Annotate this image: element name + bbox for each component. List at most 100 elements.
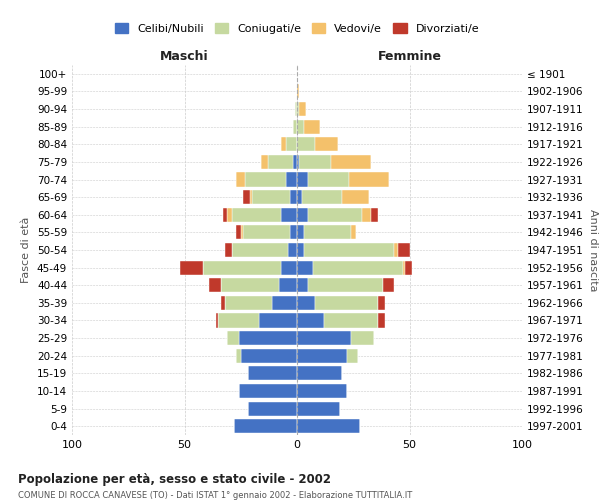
Legend: Celibi/Nubili, Coniugati/e, Vedovi/e, Divorziati/e: Celibi/Nubili, Coniugati/e, Vedovi/e, Di…	[110, 19, 484, 38]
Bar	[293, 155, 297, 169]
Bar	[297, 348, 347, 363]
Bar	[315, 296, 378, 310]
Bar	[221, 278, 279, 292]
Bar	[351, 331, 373, 345]
Bar	[261, 155, 268, 169]
Bar	[297, 120, 304, 134]
Bar	[297, 84, 299, 98]
Bar	[286, 172, 297, 186]
Bar	[227, 208, 232, 222]
Bar	[313, 260, 403, 274]
Bar	[279, 278, 297, 292]
Bar	[180, 260, 203, 274]
Bar	[241, 226, 243, 239]
Bar	[268, 155, 293, 169]
Bar	[308, 278, 383, 292]
Bar	[378, 314, 385, 328]
Bar	[297, 366, 342, 380]
Bar	[304, 243, 394, 257]
Bar	[236, 348, 241, 363]
Bar	[308, 172, 349, 186]
Bar	[297, 384, 347, 398]
Bar	[347, 348, 358, 363]
Bar	[362, 208, 371, 222]
Bar	[281, 137, 286, 152]
Bar	[297, 226, 304, 239]
Bar	[259, 314, 297, 328]
Bar	[324, 314, 378, 328]
Bar	[297, 102, 299, 116]
Bar	[290, 190, 297, 204]
Bar	[304, 120, 320, 134]
Bar	[394, 243, 398, 257]
Bar	[302, 190, 342, 204]
Bar	[349, 172, 389, 186]
Bar	[297, 402, 340, 415]
Bar	[236, 226, 241, 239]
Bar	[342, 190, 369, 204]
Bar	[218, 314, 259, 328]
Bar	[371, 208, 378, 222]
Bar	[239, 384, 297, 398]
Bar	[248, 366, 297, 380]
Bar	[297, 243, 304, 257]
Bar	[227, 331, 239, 345]
Bar	[378, 296, 385, 310]
Bar	[297, 260, 313, 274]
Y-axis label: Anni di nascita: Anni di nascita	[587, 209, 598, 291]
Bar	[232, 243, 288, 257]
Bar	[236, 172, 245, 186]
Bar	[304, 226, 351, 239]
Bar	[308, 208, 362, 222]
Bar	[297, 278, 308, 292]
Bar	[281, 208, 297, 222]
Bar	[297, 296, 315, 310]
Bar	[232, 208, 281, 222]
Bar	[243, 190, 250, 204]
Bar	[281, 260, 297, 274]
Bar	[297, 419, 360, 433]
Bar	[245, 172, 286, 186]
Bar	[297, 190, 302, 204]
Y-axis label: Fasce di età: Fasce di età	[22, 217, 31, 283]
Bar	[299, 155, 331, 169]
Bar	[290, 226, 297, 239]
Bar	[297, 208, 308, 222]
Bar	[288, 243, 297, 257]
Text: Femmine: Femmine	[377, 50, 442, 63]
Bar	[286, 137, 297, 152]
Bar	[297, 155, 299, 169]
Bar	[221, 296, 225, 310]
Bar	[398, 243, 409, 257]
Bar	[243, 226, 290, 239]
Text: Maschi: Maschi	[160, 50, 209, 63]
Bar	[295, 102, 297, 116]
Bar	[239, 331, 297, 345]
Bar	[315, 137, 337, 152]
Bar	[216, 314, 218, 328]
Bar	[225, 243, 232, 257]
Bar	[331, 155, 371, 169]
Bar	[272, 296, 297, 310]
Bar	[297, 137, 315, 152]
Bar	[248, 402, 297, 415]
Bar	[297, 172, 308, 186]
Bar	[351, 226, 355, 239]
Bar	[403, 260, 405, 274]
Bar	[405, 260, 412, 274]
Bar	[241, 348, 297, 363]
Bar	[252, 190, 290, 204]
Bar	[299, 102, 306, 116]
Bar	[383, 278, 394, 292]
Bar	[234, 419, 297, 433]
Bar	[297, 331, 351, 345]
Bar	[250, 190, 252, 204]
Bar	[297, 314, 324, 328]
Text: Popolazione per età, sesso e stato civile - 2002: Popolazione per età, sesso e stato civil…	[18, 472, 331, 486]
Bar	[223, 208, 227, 222]
Bar	[203, 260, 281, 274]
Bar	[225, 296, 272, 310]
Bar	[293, 120, 297, 134]
Text: COMUNE DI ROCCA CANAVESE (TO) - Dati ISTAT 1° gennaio 2002 - Elaborazione TUTTIT: COMUNE DI ROCCA CANAVESE (TO) - Dati IST…	[18, 491, 412, 500]
Bar	[209, 278, 221, 292]
